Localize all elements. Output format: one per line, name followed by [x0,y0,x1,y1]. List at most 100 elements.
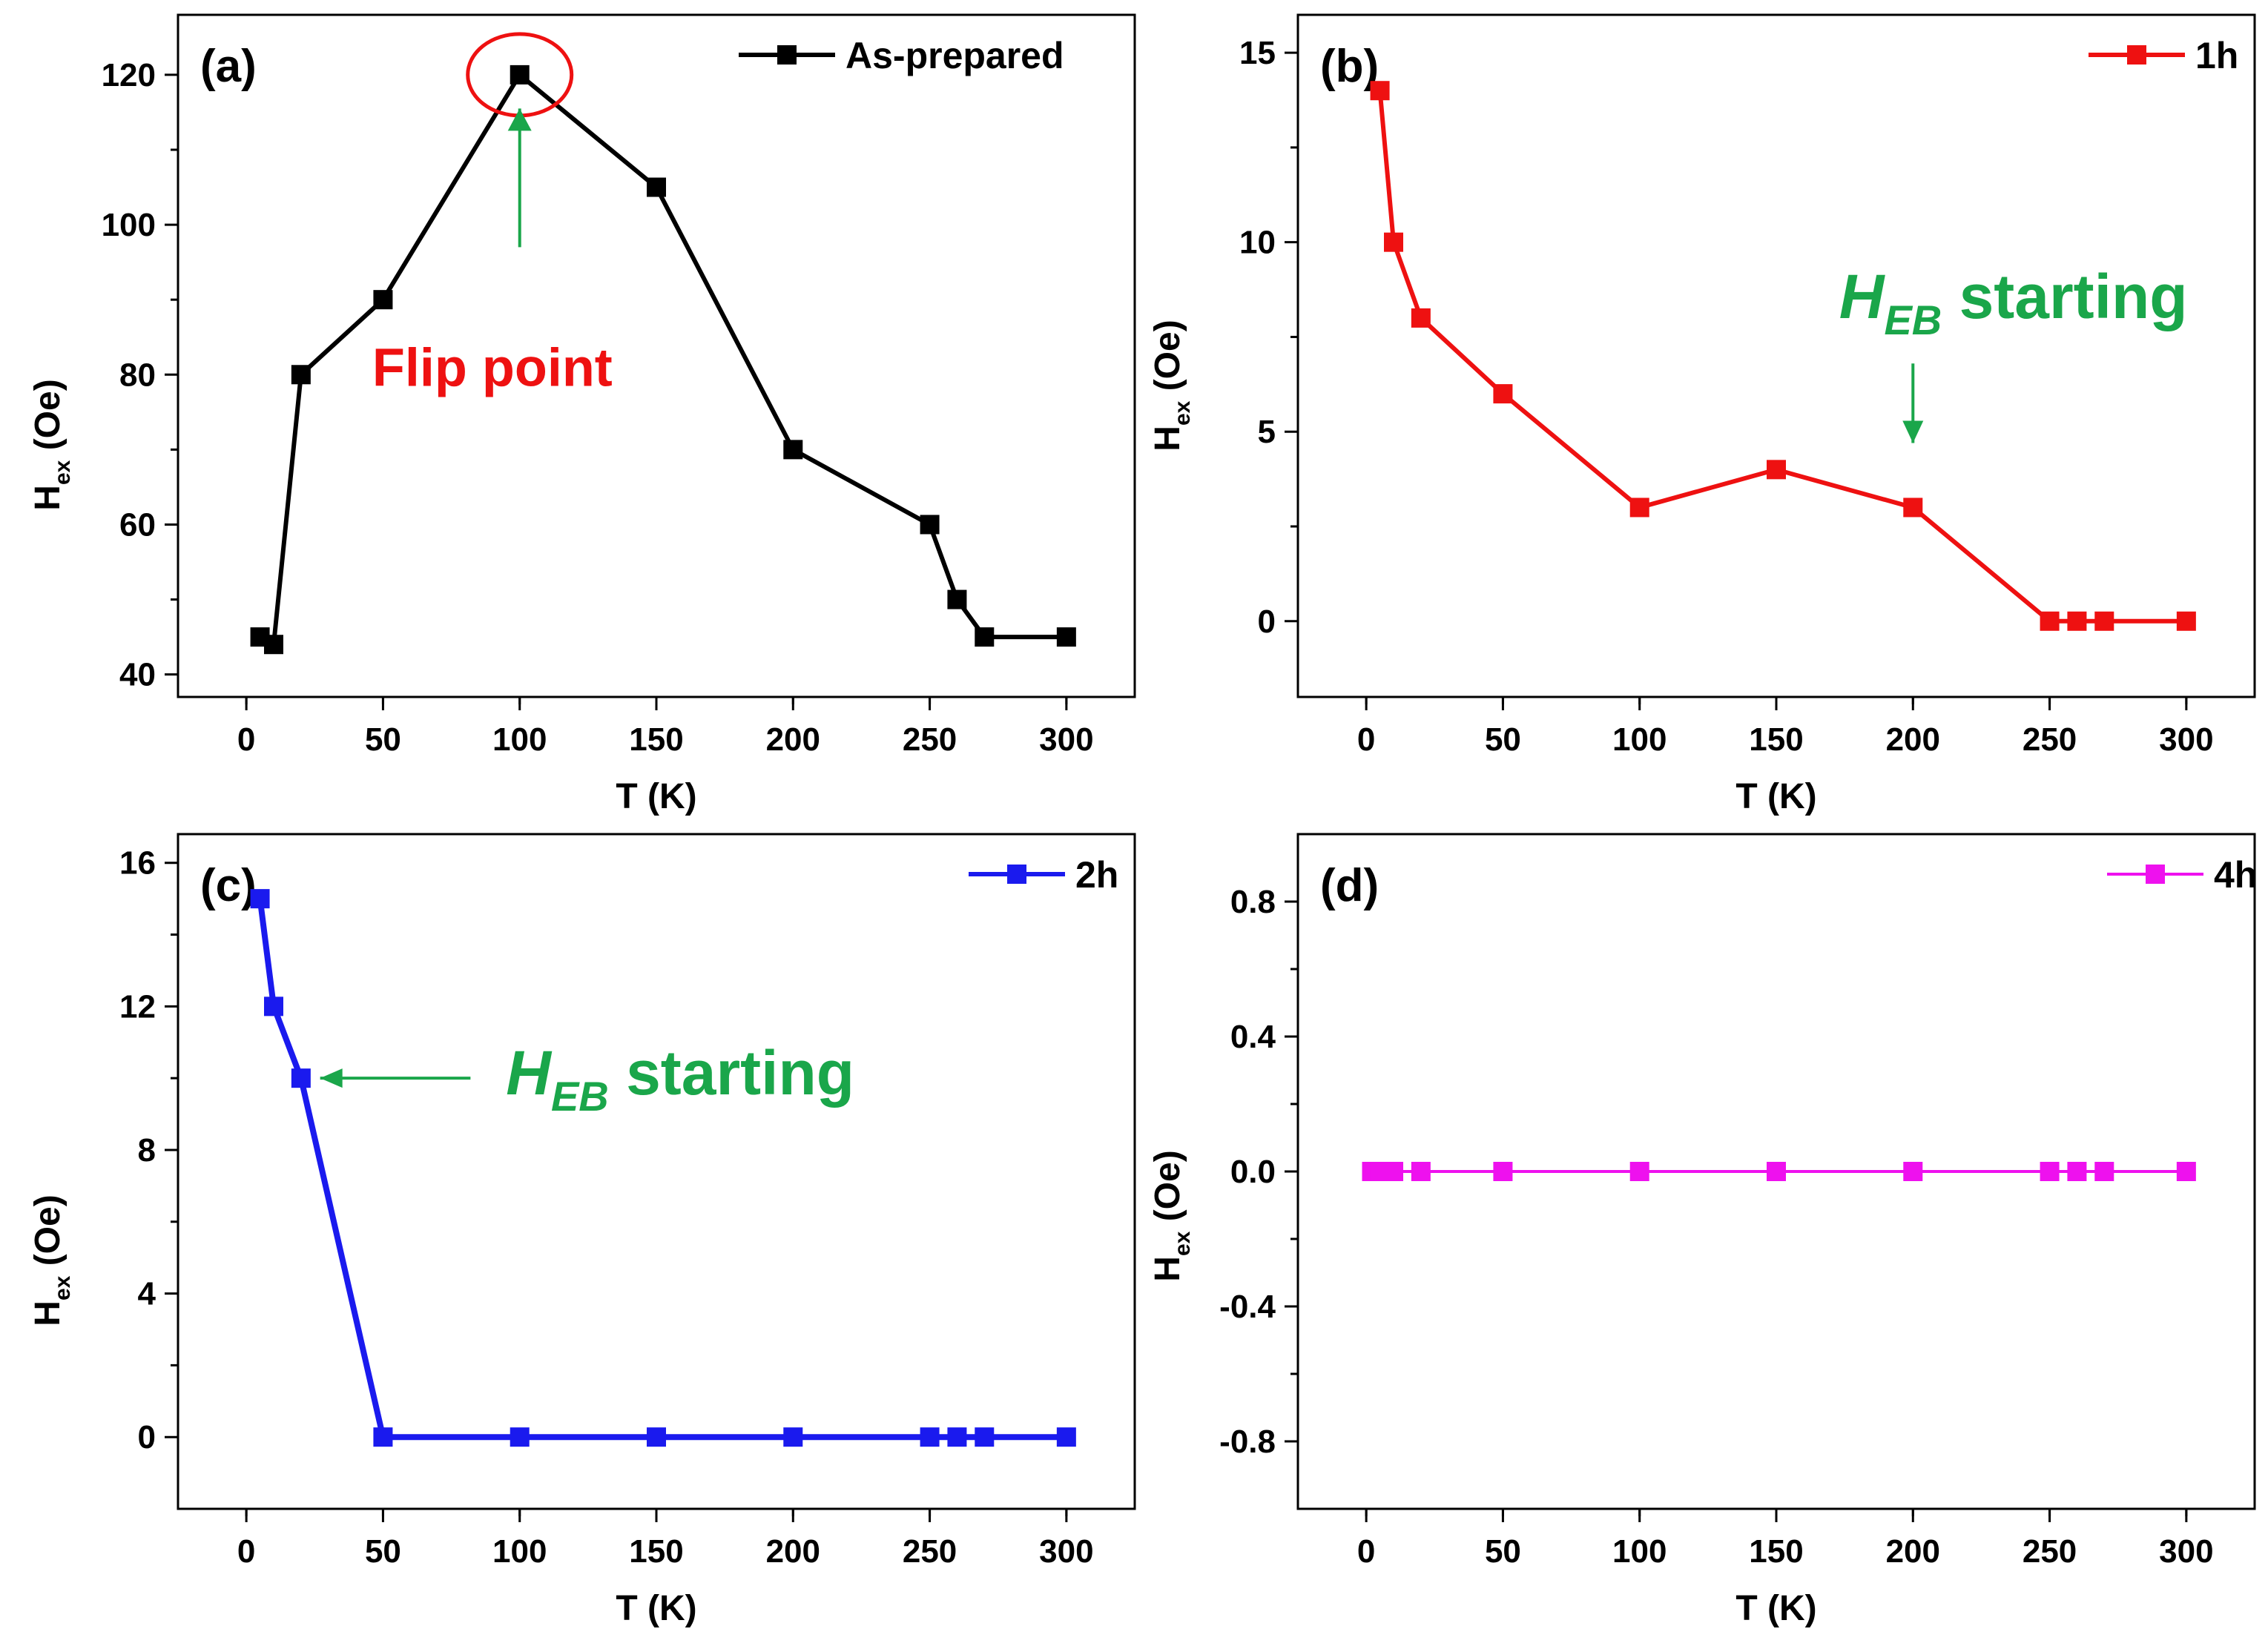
panel-a: 0 50 100 150 200 250 300 40 60 80 100 120 T (K) Hex (… [28,13,1136,816]
legend-label: As-prepared [845,35,1064,76]
data-point [920,515,940,535]
x-axis-title: T (K) [616,1589,696,1628]
legend-marker [777,45,797,65]
data-point [373,290,393,310]
legend-label: 2h [1075,854,1118,896]
x-tick-label: 200 [1886,1533,1940,1570]
y-tick-label: 12 [119,988,156,1025]
x-tick-label: 50 [365,721,401,758]
panel-label: (d) [1320,860,1379,911]
data-point [1384,1162,1403,1181]
heb-arrowhead [1902,420,1924,443]
data-point [1493,1162,1513,1181]
data-point [2040,1162,2060,1181]
panel-label: (a) [200,41,257,92]
x-tick-label: 50 [1485,721,1521,758]
y-tick-label: 100 [102,207,156,243]
x-tick-label: 50 [365,1533,401,1570]
data-point [2094,611,2114,631]
heb-arrowhead [320,1068,343,1088]
x-tick-label: 250 [2023,721,2077,758]
data-point [373,1427,393,1447]
data-point [647,1427,666,1447]
panel-label: (c) [200,860,257,911]
y-axis-title-unit: (Oe) [28,1194,67,1275]
data-point [947,1427,967,1447]
data-point [2067,611,2087,631]
x-tick-label: 0 [1357,1533,1375,1570]
legend-label: 4h [2214,854,2257,896]
y-tick-label: 40 [119,657,156,693]
y-tick-label: 10 [1239,225,1276,261]
x-tick-label: 100 [492,1533,547,1570]
y-axis-title: Hex (Oe) [28,379,75,510]
x-axis-title: T (K) [616,777,696,816]
data-point [264,635,283,655]
y-tick-label: 80 [119,357,156,393]
panel-d: 0 50 100 150 200 250 300 -0.8 -0.4 0.0 0.4 0.8 T (K)… [1148,833,2257,1628]
y-axis-title-unit: (Oe) [28,379,67,460]
y-axis-title-unit: (Oe) [1148,320,1187,400]
y-tick-label: 4 [138,1276,156,1312]
y-axis-title: Hex (Oe) [1148,1150,1195,1281]
data-point [1767,1162,1786,1181]
y-axis-title-main: H [1148,426,1187,452]
x-axis-title: T (K) [1735,777,1816,816]
data-point [975,627,995,647]
data-point [1056,1427,1076,1447]
x-tick-label: 150 [629,721,683,758]
x-tick-label: 300 [2159,1533,2213,1570]
y-tick-label: 16 [119,845,156,882]
y-tick-label: 5 [1258,414,1276,450]
data-point [1903,498,1923,518]
x-tick-label: 200 [766,1533,820,1570]
heb-main: H [1839,262,1886,331]
data-point [783,440,803,460]
data-point [250,889,270,909]
y-tick-label: 60 [119,506,156,543]
y-axis-title-sub: ex [1170,400,1195,426]
data-point [1629,498,1649,518]
heb-main: H [506,1038,553,1108]
heb-sub: EB [1884,297,1942,343]
y-axis-title: Hex (Oe) [1148,320,1195,451]
x-tick-label: 0 [1357,721,1375,758]
x-tick-label: 300 [1039,1533,1093,1570]
data-point [1411,308,1431,328]
data-point [1629,1162,1649,1181]
x-tick-label: 100 [492,721,547,758]
data-point [947,589,967,609]
series-line [1377,90,2186,624]
data-point [291,365,311,385]
y-tick-label: 0.4 [1230,1019,1276,1055]
y-tick-label: 0 [138,1419,156,1455]
data-point [1493,384,1513,404]
x-tick-label: 150 [1749,1533,1803,1570]
x-tick-label: 300 [1039,721,1093,758]
x-tick-label: 150 [1749,721,1803,758]
y-tick-label: 8 [138,1132,156,1169]
plot-frame [1296,13,2256,698]
heb-starting-label: HEB starting [506,1038,854,1120]
legend-marker [2146,865,2165,884]
x-tick-label: 0 [237,721,255,758]
panel-label: (b) [1320,41,1379,92]
y-axis-title-sub: ex [1170,1231,1195,1256]
data-point [2094,1162,2114,1181]
x-axis-title: T (K) [1735,1589,1816,1628]
data-point [510,65,530,85]
legend-marker [2127,45,2146,65]
y-axis-title-sub: ex [50,1275,75,1300]
data-point [264,996,283,1017]
x-tick-label: 250 [2023,1533,2077,1570]
panel-c: 0 50 100 150 200 250 300 0 4 8 12 16 T (K) Hex (Oe) (c… [28,833,1136,1628]
data-point [1767,460,1786,480]
panel-b: 0 50 100 150 200 250 300 0 5 10 15 T (K) Hex (Oe) (b)… [1148,13,2256,816]
x-tick-label: 250 [903,1533,957,1570]
y-tick-label: -0.8 [1219,1424,1276,1460]
data-point [510,1427,530,1447]
heb-sub: EB [551,1073,609,1120]
y-tick-label: 0 [1258,604,1276,640]
y-axis-title-unit: (Oe) [1148,1150,1187,1231]
data-point [975,1427,995,1447]
